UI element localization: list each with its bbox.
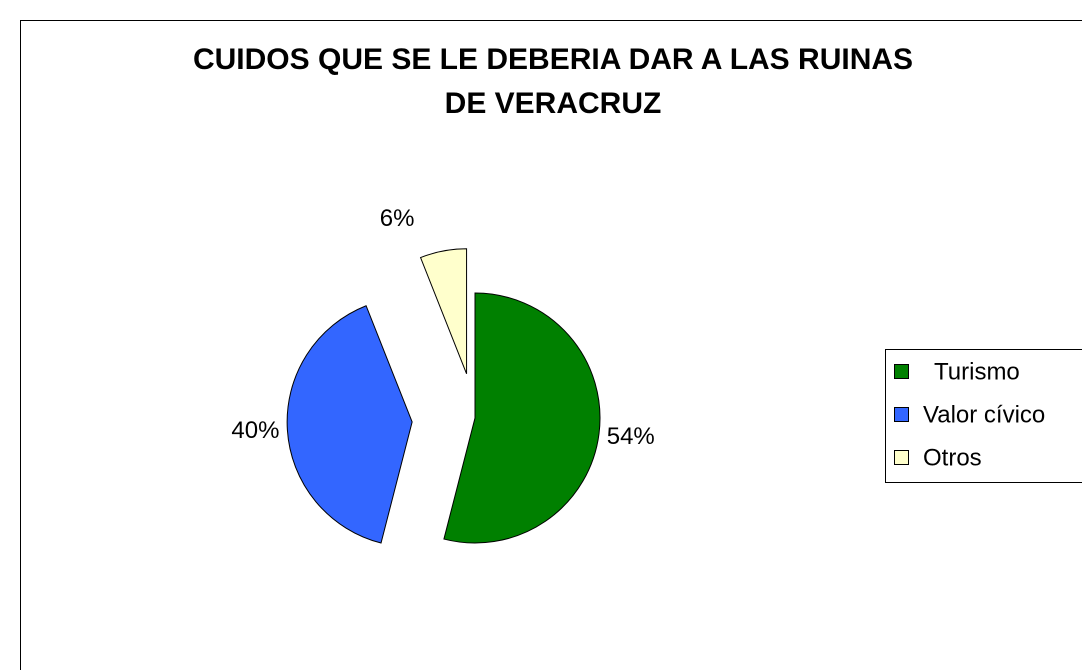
legend-swatch [894, 364, 909, 379]
pie-slice [286, 305, 413, 544]
pie-slice [419, 248, 468, 374]
legend-label: Valor cívico [923, 401, 1045, 428]
legend-box [885, 349, 1082, 483]
chart-title: CUIDOS QUE SE LE DEBERIA DAR A LAS RUINA… [192, 43, 914, 120]
data-label: 40% [231, 417, 279, 444]
data-label: 6% [380, 205, 415, 232]
legend-label: Otros [923, 444, 982, 471]
legend-swatch [894, 450, 909, 465]
legend-swatch [894, 407, 909, 422]
data-label: 54% [607, 423, 655, 450]
legend-label: Turismo [934, 358, 1020, 385]
pie-slice [443, 292, 601, 544]
